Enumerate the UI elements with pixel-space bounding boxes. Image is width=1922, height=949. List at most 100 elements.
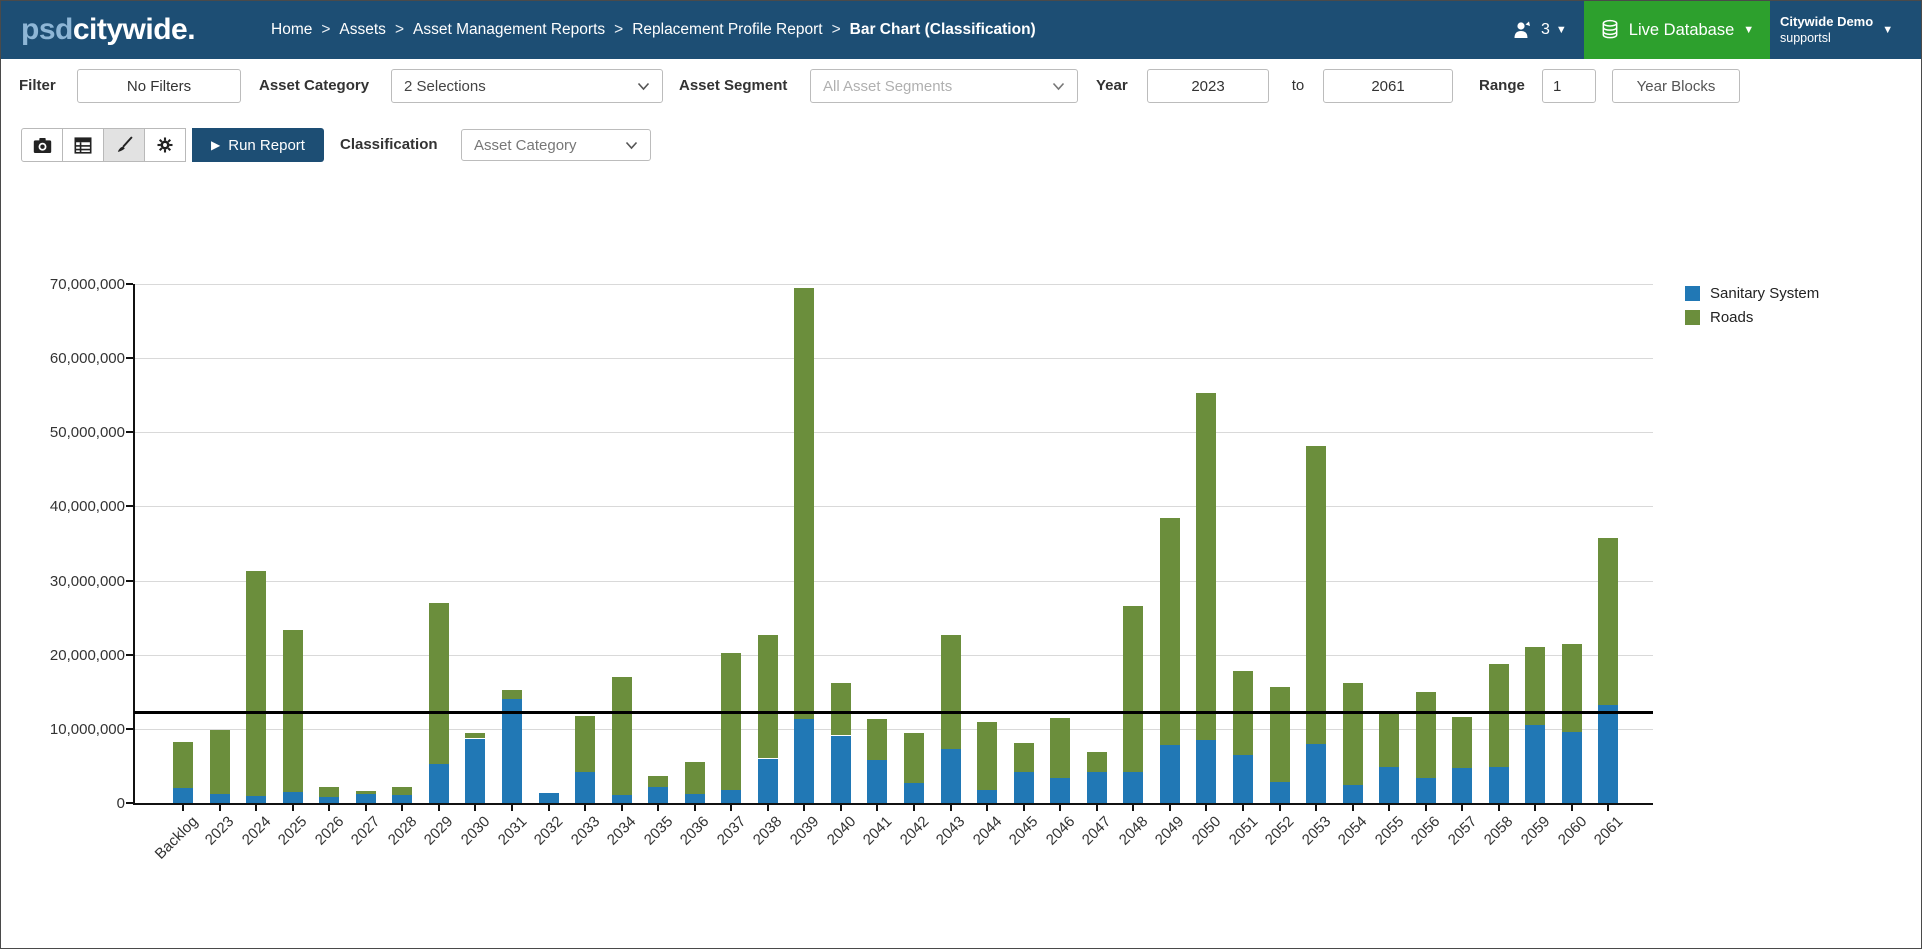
bar-segment-roads[interactable] bbox=[246, 570, 267, 797]
bar-segment-sanitary-system[interactable] bbox=[1342, 785, 1363, 803]
bar-segment-roads[interactable] bbox=[830, 682, 851, 736]
bar-segment-roads[interactable] bbox=[1598, 537, 1619, 706]
bar-segment-roads[interactable] bbox=[1561, 643, 1582, 732]
breadcrumb-item[interactable]: Home bbox=[271, 21, 313, 38]
bar-segment-roads[interactable] bbox=[1452, 717, 1473, 769]
bar-segment-roads[interactable] bbox=[173, 742, 193, 789]
bar-segment-sanitary-system[interactable] bbox=[1415, 777, 1436, 803]
year-from-input[interactable] bbox=[1147, 69, 1269, 103]
snapshot-button[interactable] bbox=[21, 128, 63, 162]
asset-segment-select[interactable]: All Asset Segments bbox=[810, 69, 1078, 103]
bar-segment-roads[interactable] bbox=[428, 602, 449, 764]
bar-segment-sanitary-system[interactable] bbox=[867, 760, 888, 803]
bar-segment-roads[interactable] bbox=[940, 635, 961, 749]
bar-segment-sanitary-system[interactable] bbox=[940, 748, 961, 803]
bar-segment-sanitary-system[interactable] bbox=[173, 788, 193, 803]
bar-segment-roads[interactable] bbox=[1013, 742, 1034, 772]
bar-segment-roads[interactable] bbox=[319, 786, 340, 798]
bar-segment-sanitary-system[interactable] bbox=[977, 789, 998, 803]
classification-select[interactable]: Asset Category bbox=[461, 129, 651, 161]
bar-segment-roads[interactable] bbox=[392, 787, 413, 795]
legend-item-roads[interactable]: Roads bbox=[1685, 309, 1819, 326]
bar-segment-sanitary-system[interactable] bbox=[648, 786, 669, 803]
bar-segment-roads[interactable] bbox=[1415, 691, 1436, 778]
bar-segment-roads[interactable] bbox=[757, 635, 778, 759]
bar-segment-sanitary-system[interactable] bbox=[1379, 767, 1400, 803]
breadcrumb-item[interactable]: Assets bbox=[339, 21, 386, 38]
bar-segment-roads[interactable] bbox=[355, 791, 376, 795]
bar-segment-roads[interactable] bbox=[648, 775, 669, 787]
bar-segment-roads[interactable] bbox=[611, 677, 632, 795]
bar-segment-sanitary-system[interactable] bbox=[319, 797, 340, 803]
active-users-menu[interactable]: 3 ▼ bbox=[1511, 1, 1567, 59]
bar-segment-sanitary-system[interactable] bbox=[1050, 777, 1071, 803]
bar-segment-sanitary-system[interactable] bbox=[830, 735, 851, 803]
bar-segment-sanitary-system[interactable] bbox=[904, 783, 924, 803]
settings-button[interactable] bbox=[144, 128, 186, 162]
account-menu[interactable]: Citywide Demo supportsl ▼ bbox=[1780, 1, 1910, 59]
legend-item-sanitary-system[interactable]: Sanitary System bbox=[1685, 285, 1819, 302]
bar-segment-roads[interactable] bbox=[1342, 682, 1363, 786]
chart-style-button[interactable] bbox=[103, 128, 145, 162]
bar-segment-sanitary-system[interactable] bbox=[246, 796, 267, 803]
bar-segment-sanitary-system[interactable] bbox=[1306, 743, 1326, 803]
bar-segment-roads[interactable] bbox=[1123, 605, 1144, 772]
bar-segment-sanitary-system[interactable] bbox=[1525, 725, 1546, 803]
chevron-down-icon: ▼ bbox=[1882, 24, 1894, 36]
bar-segment-sanitary-system[interactable] bbox=[721, 790, 742, 803]
bar-segment-sanitary-system[interactable] bbox=[465, 738, 486, 803]
bar-segment-sanitary-system[interactable] bbox=[538, 793, 559, 803]
bar-segment-sanitary-system[interactable] bbox=[1561, 731, 1582, 803]
bar-segment-roads[interactable] bbox=[721, 652, 742, 791]
bar-segment-roads[interactable] bbox=[867, 718, 888, 760]
bar-segment-sanitary-system[interactable] bbox=[428, 763, 449, 803]
bar-segment-sanitary-system[interactable] bbox=[392, 794, 413, 803]
bar-segment-sanitary-system[interactable] bbox=[611, 794, 632, 803]
bar-segment-sanitary-system[interactable] bbox=[1196, 740, 1217, 803]
bar-segment-roads[interactable] bbox=[1379, 711, 1400, 768]
bar-segment-sanitary-system[interactable] bbox=[1269, 782, 1290, 803]
breadcrumb-item[interactable]: Asset Management Reports bbox=[413, 21, 606, 38]
bar-segment-sanitary-system[interactable] bbox=[1488, 766, 1509, 803]
psd-citywide-logo[interactable]: psd citywide. bbox=[21, 1, 196, 59]
bar-segment-sanitary-system[interactable] bbox=[575, 771, 595, 803]
bar-segment-roads[interactable] bbox=[1306, 445, 1326, 744]
table-view-button[interactable] bbox=[62, 128, 104, 162]
bar-segment-roads[interactable] bbox=[977, 722, 998, 790]
bar-segment-sanitary-system[interactable] bbox=[684, 794, 705, 803]
asset-category-select[interactable]: 2 Selections bbox=[391, 69, 663, 103]
bar-segment-roads[interactable] bbox=[1086, 751, 1107, 772]
year-to-input[interactable] bbox=[1323, 69, 1453, 103]
bar-segment-sanitary-system[interactable] bbox=[757, 758, 778, 803]
bar-segment-roads[interactable] bbox=[1050, 717, 1071, 778]
bar-segment-sanitary-system[interactable] bbox=[1123, 771, 1144, 803]
bar-segment-roads[interactable] bbox=[904, 733, 924, 783]
bar-segment-sanitary-system[interactable] bbox=[794, 719, 815, 803]
bar-segment-roads[interactable] bbox=[1269, 687, 1290, 783]
no-filters-button[interactable]: No Filters bbox=[77, 69, 241, 103]
bar-segment-roads[interactable] bbox=[501, 690, 522, 700]
bar-segment-sanitary-system[interactable] bbox=[1598, 705, 1619, 803]
bar-segment-roads[interactable] bbox=[1525, 647, 1546, 726]
bar-segment-roads[interactable] bbox=[1159, 518, 1180, 746]
bar-segment-roads[interactable] bbox=[575, 716, 595, 772]
bar-segment-sanitary-system[interactable] bbox=[282, 791, 303, 803]
live-database-button[interactable]: Live Database ▼ bbox=[1584, 1, 1770, 59]
bar-segment-roads[interactable] bbox=[794, 287, 815, 720]
bar-segment-sanitary-system[interactable] bbox=[1159, 745, 1180, 803]
bar-segment-roads[interactable] bbox=[684, 761, 705, 795]
breadcrumb-item[interactable]: Replacement Profile Report bbox=[632, 21, 823, 38]
bar-segment-roads[interactable] bbox=[465, 733, 486, 739]
bar-segment-roads[interactable] bbox=[1196, 393, 1217, 740]
bar-segment-sanitary-system[interactable] bbox=[1452, 768, 1473, 803]
range-input[interactable] bbox=[1542, 69, 1596, 103]
bar-segment-sanitary-system[interactable] bbox=[209, 794, 230, 803]
bar-segment-sanitary-system[interactable] bbox=[1086, 771, 1107, 803]
bar-segment-sanitary-system[interactable] bbox=[1013, 771, 1034, 803]
bar-segment-sanitary-system[interactable] bbox=[355, 794, 376, 803]
bar-segment-roads[interactable] bbox=[1488, 664, 1509, 767]
bar-segment-sanitary-system[interactable] bbox=[1232, 754, 1253, 803]
bar-segment-roads[interactable] bbox=[209, 729, 230, 795]
bar-segment-sanitary-system[interactable] bbox=[501, 699, 522, 803]
run-report-button[interactable]: ▶ Run Report bbox=[192, 128, 324, 162]
